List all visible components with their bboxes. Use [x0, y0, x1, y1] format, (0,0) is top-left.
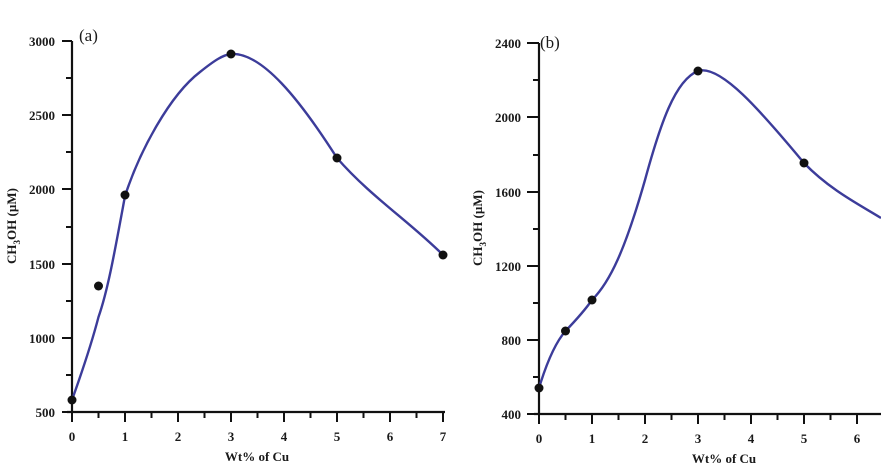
- chart-b-panel-label: (b): [540, 33, 560, 52]
- chart-a-fit-curve: [70, 52, 444, 401]
- data-point: [534, 383, 544, 393]
- chart-b-xtick-label: 6: [854, 431, 861, 446]
- chart-a-ytick-label: 2500: [29, 108, 55, 123]
- chart-a-xtick-label: 2: [175, 429, 182, 444]
- chart-b-x-axis-title: Wt% of Cu: [692, 451, 756, 466]
- chart-b-xtick-label: 4: [748, 431, 755, 446]
- chart-a-x-ticks: [71, 412, 444, 422]
- chart-b: 400 800 1200 1600 2000 2400 0 1 2 3 4 5 …: [470, 33, 881, 466]
- chart-a-y-ticks: [62, 40, 72, 413]
- chart-b-xtick-label: 2: [642, 431, 649, 446]
- chart-a-markers: [67, 49, 448, 405]
- chart-a-x-axis-title: Wt% of Cu: [225, 449, 289, 464]
- data-point: [94, 281, 103, 291]
- data-point: [693, 66, 703, 76]
- chart-b-xtick-label: 5: [801, 431, 808, 446]
- chart-a-ytick-label: 2000: [29, 182, 55, 197]
- chart-a-ytick-label: 1000: [29, 331, 55, 346]
- chart-a-xtick-label: 5: [334, 429, 341, 444]
- data-point: [332, 153, 342, 163]
- chart-b-ytick-label: 2000: [495, 110, 521, 125]
- chart-b-ytick-label: 1200: [495, 259, 521, 274]
- chart-b-y-axis-title: CH3OH (µM): [470, 190, 488, 266]
- chart-a-ytick-label: 3000: [29, 34, 55, 49]
- chart-a-xtick-label: 3: [228, 429, 235, 444]
- chart-b-xtick-label: 0: [536, 431, 543, 446]
- chart-a-xtick-label: 0: [69, 429, 76, 444]
- chart-a-panel-label: (a): [79, 26, 98, 45]
- chart-a-ytick-label: 1500: [29, 257, 55, 272]
- data-point: [561, 326, 570, 336]
- chart-a-xtick-label: 1: [122, 429, 129, 444]
- chart-a-ytick-label: 500: [36, 405, 56, 420]
- data-point: [120, 190, 130, 200]
- data-point: [799, 158, 809, 168]
- data-point: [67, 395, 77, 405]
- data-point: [226, 49, 236, 59]
- data-point: [438, 250, 448, 260]
- chart-a-xtick-label: 7: [440, 429, 447, 444]
- chart-b-xtick-label: 1: [589, 431, 596, 446]
- chart-b-xtick-label: 3: [695, 431, 702, 446]
- chart-b-fit-curve: [537, 69, 881, 389]
- chart-a-y-axis-title: CH3OH (µM): [4, 188, 22, 264]
- chart-b-y-ticks: [527, 42, 539, 415]
- chart-b-ytick-label: 400: [502, 407, 522, 422]
- chart-a-xtick-label: 4: [281, 429, 288, 444]
- chart-b-ytick-label: 1600: [495, 185, 521, 200]
- chart-a-xtick-label: 6: [387, 429, 394, 444]
- data-point: [587, 295, 597, 305]
- chart-a: 500 1000 1500 2000 2500 3000 0 1 2 3 4 5…: [4, 26, 448, 464]
- chart-b-ytick-label: 800: [502, 333, 522, 348]
- chart-b-markers: [534, 66, 809, 393]
- chart-b-x-ticks: [538, 414, 858, 424]
- chart-b-ytick-label: 2400: [495, 36, 521, 51]
